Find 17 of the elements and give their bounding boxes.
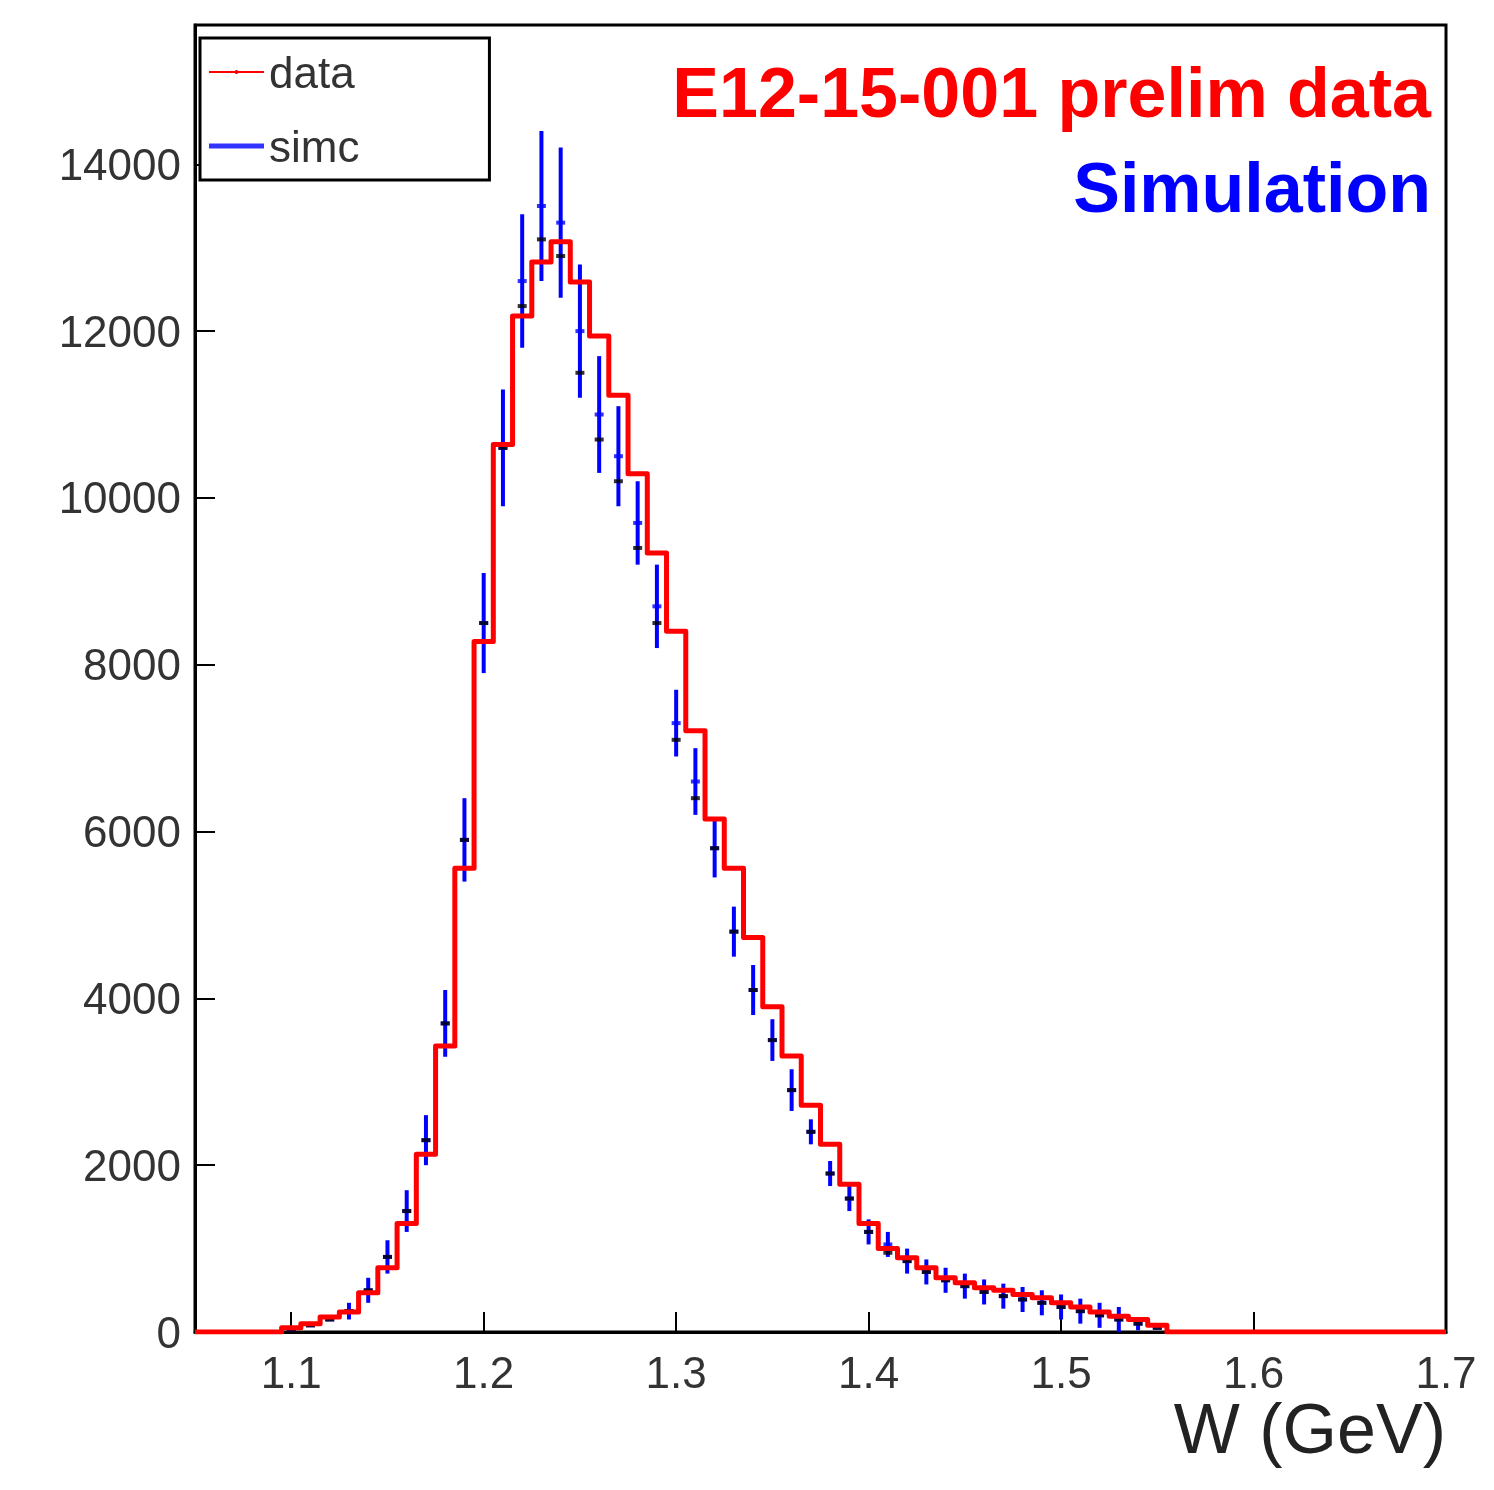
y-tick-label: 12000	[58, 306, 181, 356]
annotation: E12-15-001 prelim data	[672, 54, 1433, 132]
legend-label: simc	[269, 121, 360, 171]
x-tick-label: 1.3	[645, 1347, 707, 1397]
x-tick-label: 1.5	[1030, 1347, 1092, 1397]
x-tick-label: 1.2	[453, 1347, 515, 1397]
y-tick-label: 2000	[83, 1140, 181, 1190]
annotation: Simulation	[1073, 149, 1431, 227]
x-tick-label: 1.1	[260, 1347, 322, 1397]
y-tick-label: 6000	[83, 807, 181, 857]
y-tick-label: 4000	[83, 973, 181, 1023]
y-tick-label: 8000	[83, 640, 181, 690]
x-tick-label: 1.4	[838, 1347, 900, 1397]
y-tick-label: 14000	[58, 139, 181, 189]
y-tick-label: 0	[156, 1307, 181, 1357]
y-tick-label: 10000	[58, 473, 181, 523]
legend-label: data	[269, 47, 356, 97]
